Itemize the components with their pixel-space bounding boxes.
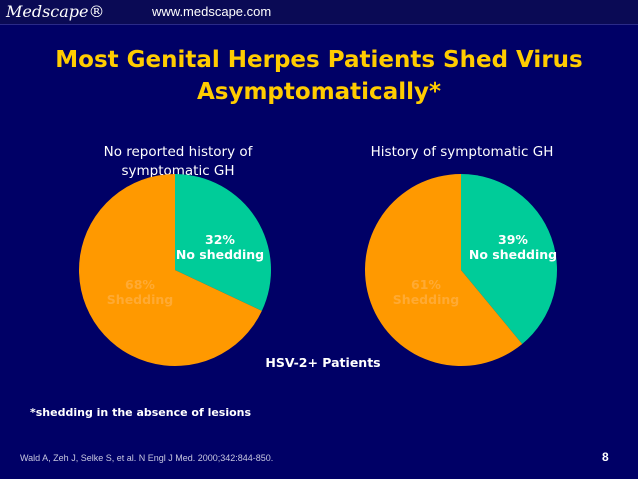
pie-1-no-shedding-slice <box>175 174 271 311</box>
pie-2-no-shedding-text: No shedding <box>468 247 558 262</box>
center-label: HSV-2+ Patients <box>265 355 381 370</box>
pie-1-no-shedding-text: No shedding <box>175 247 265 262</box>
pie-2-no-shedding-label: 39% No shedding <box>458 232 568 262</box>
site-url: www.medscape.com <box>152 4 272 19</box>
pie-2-shedding-value: 61% <box>411 277 441 292</box>
reference-citation: Wald A, Zeh J, Selke S, et al. N Engl J … <box>20 453 274 463</box>
pie-2-shedding-text: Shedding <box>392 292 460 307</box>
pie-1-title: No reported history of symptomatic GH <box>103 144 253 179</box>
pie-2-title: History of symptomatic GH <box>370 144 554 160</box>
header-bar: Medscape® www.medscape.com <box>0 0 638 25</box>
footnote: *shedding in the absence of lesions <box>30 406 252 419</box>
pie-2-shedding-label: 61% Shedding <box>371 277 481 307</box>
pie-1-shedding-label: 68% Shedding <box>85 277 195 307</box>
pie-2-no-shedding-value: 39% <box>498 232 528 247</box>
pie-1-shedding-value: 68% <box>125 277 155 292</box>
page-number: 8 <box>602 450 609 464</box>
pie-2-shedding-slice <box>365 174 523 366</box>
pie-1-no-shedding-label: 32% No shedding <box>165 232 275 262</box>
pie-1-shedding-slice <box>79 174 262 366</box>
pie-2-no-shedding-slice <box>461 174 557 344</box>
slide-title: Most Genital Herpes Patients Shed Virus … <box>55 47 583 105</box>
medscape-logo: Medscape® <box>6 2 105 21</box>
pie-1-shedding-text: Shedding <box>106 292 174 307</box>
pie-1-no-shedding-value: 32% <box>205 232 235 247</box>
